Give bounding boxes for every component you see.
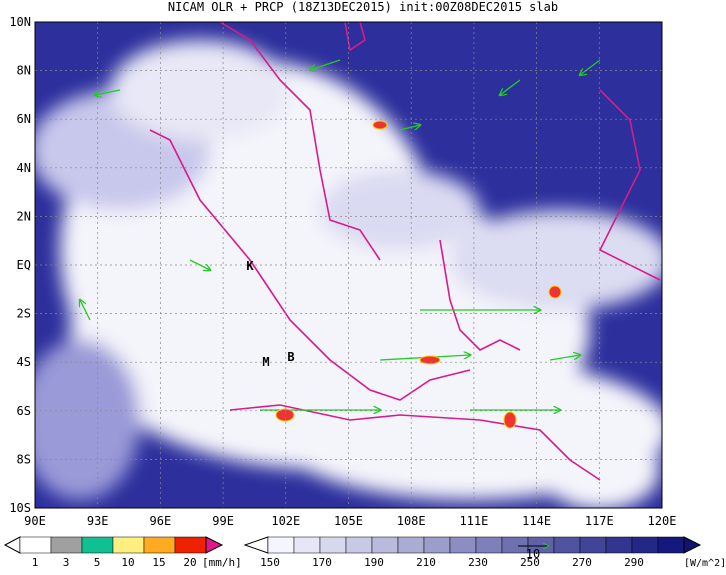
- color-box: [319, 536, 347, 554]
- lat-label: 10S: [9, 501, 31, 515]
- lat-label: 4N: [17, 161, 31, 175]
- bar-end: [243, 536, 269, 554]
- colorbar-label: 230: [468, 556, 488, 569]
- color-box: [475, 536, 503, 554]
- color-box: [631, 536, 659, 554]
- color-box: [371, 536, 399, 554]
- color-box: [449, 536, 477, 554]
- color-box: [605, 536, 633, 554]
- colorbar-label: 1: [32, 556, 39, 569]
- bar-end: [683, 536, 702, 554]
- lat-label: EQ: [17, 258, 31, 272]
- lat-label: 6N: [17, 112, 31, 126]
- title: NICAM OLR + PRCP (18Z13DEC2015) init:00Z…: [168, 0, 558, 14]
- colorbar-label: 210: [416, 556, 436, 569]
- colorbar-label: 190: [364, 556, 384, 569]
- map-frame: [34, 21, 663, 509]
- lat-label: 4S: [17, 355, 31, 369]
- lon-label: 105E: [334, 514, 363, 528]
- marker: M: [262, 355, 269, 369]
- lon-label: 111E: [459, 514, 488, 528]
- colorbar-label: 150: [260, 556, 280, 569]
- lon-label: 99E: [212, 514, 234, 528]
- color-box: [553, 536, 581, 554]
- color-box: [423, 536, 451, 554]
- lon-label: 117E: [585, 514, 614, 528]
- olr-unit: [W/m^2]: [684, 558, 726, 569]
- lat-label: 6S: [17, 404, 31, 418]
- color-box: [143, 536, 176, 554]
- colorbar-label: 250: [520, 556, 540, 569]
- marker: B: [287, 350, 294, 364]
- color-box: [397, 536, 425, 554]
- lon-label: 93E: [87, 514, 109, 528]
- vector-label: 10: [526, 547, 540, 561]
- colorbar-label: 3: [63, 556, 70, 569]
- color-box: [267, 536, 295, 554]
- lon-label: 108E: [397, 514, 426, 528]
- lon-label: 102E: [271, 514, 300, 528]
- bar-end: [3, 536, 21, 554]
- colorbar-label: 20: [183, 556, 196, 569]
- colorbar-label: 290: [624, 556, 644, 569]
- precip-unit: [mm/h]: [202, 556, 242, 569]
- lat-label: 2S: [17, 307, 31, 321]
- lat-label: 10N: [9, 15, 31, 29]
- color-box: [112, 536, 145, 554]
- lon-label: 114E: [522, 514, 551, 528]
- lon-label: 120E: [648, 514, 677, 528]
- color-box: [579, 536, 607, 554]
- color-box: [19, 536, 52, 554]
- color-box: [50, 536, 83, 554]
- lat-label: 2N: [17, 209, 31, 223]
- lat-label: 8N: [17, 64, 31, 78]
- color-box: [345, 536, 373, 554]
- colorbar-label: 15: [152, 556, 165, 569]
- color-box: [501, 536, 529, 554]
- map-field: [35, 22, 662, 508]
- colorbar-label: 10: [121, 556, 134, 569]
- color-box: [81, 536, 114, 554]
- lat-label: 8S: [17, 452, 31, 466]
- olr-colorbar: 150 170 190 210 230 250 270 290: [243, 536, 702, 569]
- precip-colorbar: 1 3 5 10 15 20: [3, 536, 224, 569]
- color-box: [293, 536, 321, 554]
- color-box: [174, 536, 207, 554]
- lon-label: 96E: [150, 514, 172, 528]
- bar-end: [205, 536, 224, 554]
- colorbar-label: 5: [94, 556, 101, 569]
- color-box: [657, 536, 685, 554]
- lon-label: 90E: [24, 514, 46, 528]
- colorbar-label: 170: [312, 556, 332, 569]
- colorbar-label: 270: [572, 556, 592, 569]
- marker: K: [246, 259, 254, 273]
